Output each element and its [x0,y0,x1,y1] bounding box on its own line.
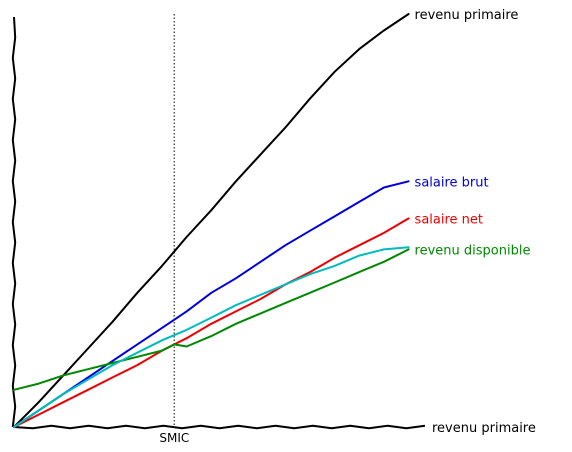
chart-axes [11,16,426,430]
baseline-label: revenu primaire [432,421,536,436]
series-label-revenu-primaire: revenu primaire [415,8,519,23]
smic-line-group: SMIC [159,14,189,445]
series-line-revenu-primaire [13,13,410,428]
smic-label: SMIC [159,431,189,445]
series-label-salaire-net: salaire net [415,212,483,227]
x-axis [13,424,426,430]
series-labels-group: revenu primaire salaire brut salaire net re… [415,8,536,436]
y-axis [11,16,17,428]
series-label-revenu-disponible: revenu disponible [415,243,531,258]
series-group [13,13,410,428]
series-line-salaire-net [13,217,410,428]
series-line-revenu-disponible [13,248,410,391]
series-line-unnamed-4 [13,246,410,428]
series-label-salaire-brut: salaire brut [415,175,489,190]
series-line-salaire-brut [13,180,410,428]
